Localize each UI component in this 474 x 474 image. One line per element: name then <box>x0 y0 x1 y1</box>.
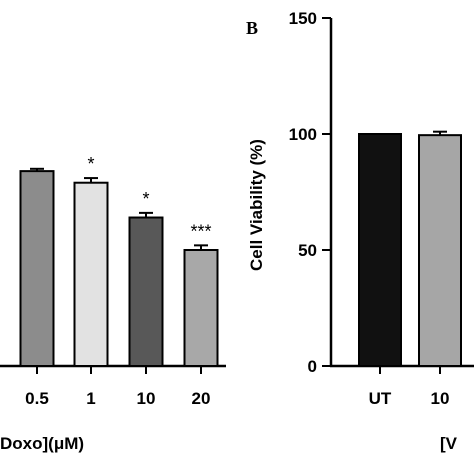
panel-b-y-tick-label-0: 0 <box>308 357 317 376</box>
panel-a-bar-3 <box>183 249 219 367</box>
panel-b-x-axis-label: [V <box>440 434 458 453</box>
panel-a-significance-2: * <box>142 189 149 209</box>
panel-a-bar-0 <box>19 170 55 367</box>
panel-a-bar-1 <box>73 181 109 367</box>
panel-a-chart: ***** 0.5 1 10 20 Doxo](μM) <box>0 154 226 453</box>
panel-a-x-tick-label-2: 10 <box>137 389 156 408</box>
panel-a-x-tick-label-0: 0.5 <box>25 389 49 408</box>
panel-b-letter: B <box>246 18 258 38</box>
panel-b-bar-1 <box>418 134 462 367</box>
panel-a-x-axis-label: Doxo](μM) <box>0 434 84 453</box>
panel-b-y-tick-label-3: 150 <box>289 9 317 28</box>
panel-b-x-tick-label-0: UT <box>369 389 392 408</box>
panel-b-chart: B 0 50 100 150 UT 10 Cell Viability (%) [V <box>246 9 474 453</box>
panel-b-y-tick-label-2: 100 <box>289 125 317 144</box>
panel-a-x-tick-label-3: 20 <box>192 389 211 408</box>
panel-a-significance-1: * <box>87 154 94 174</box>
panel-b-x-tick-label-1: 10 <box>431 389 450 408</box>
panel-a-bar-2 <box>128 216 164 367</box>
panel-b-bar-0 <box>358 133 402 367</box>
panel-a-x-tick-label-1: 1 <box>86 389 95 408</box>
panel-b-y-axis-label: Cell Viability (%) <box>247 139 266 271</box>
panel-b-y-tick-label-1: 50 <box>298 241 317 260</box>
panel-a-significance-3: *** <box>190 221 211 241</box>
